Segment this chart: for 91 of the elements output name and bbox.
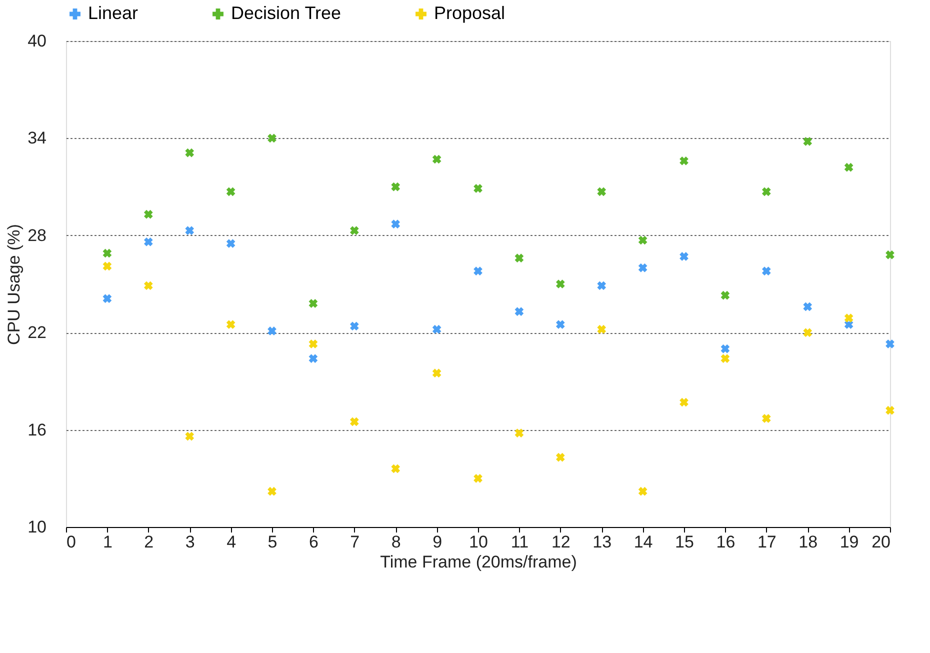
x-tick-label: 10: [469, 532, 488, 552]
y-tick-label: 22: [28, 323, 46, 342]
y-tick-label: 40: [28, 32, 46, 50]
point: [886, 406, 894, 415]
point: [720, 344, 730, 354]
point: [514, 307, 524, 316]
x-tick-label: 0: [66, 532, 76, 552]
point: [844, 162, 854, 172]
point: [391, 464, 400, 474]
x-tick-label: 9: [432, 532, 442, 552]
y-tick-label: 16: [28, 420, 46, 440]
point: [432, 154, 442, 164]
x-tick-label: 11: [510, 532, 529, 552]
point: [185, 148, 194, 158]
point: [680, 252, 688, 261]
point: [102, 248, 112, 258]
point: [720, 290, 730, 300]
x-tick-label: 19: [840, 532, 859, 552]
point: [556, 452, 565, 462]
x-tick-label: 16: [716, 532, 736, 552]
point: [762, 187, 771, 196]
point: [432, 324, 442, 334]
point: [474, 474, 482, 483]
point: [308, 299, 318, 308]
point: [226, 320, 236, 329]
x-tick-label: 18: [798, 532, 818, 552]
point: [102, 262, 112, 271]
x-tick-label: 15: [675, 532, 694, 552]
x-axis-title: Time Frame (20ms/frame): [380, 552, 577, 572]
point: [803, 137, 812, 146]
x-tick-label: 2: [144, 532, 154, 552]
x-tick-label: 7: [350, 532, 360, 552]
point: [638, 263, 648, 272]
point: [432, 368, 442, 378]
point: [638, 236, 648, 245]
x-tick-label: 12: [551, 532, 570, 552]
point: [597, 187, 606, 196]
point: [391, 220, 400, 228]
point: [803, 328, 812, 338]
legend-label: Decision Tree: [231, 3, 342, 23]
point: [268, 326, 276, 336]
y-tick-label: 34: [28, 128, 46, 148]
point: [102, 294, 112, 304]
x-tick-label: 13: [592, 532, 612, 552]
y-axis-title: CPU Usage (%): [4, 224, 24, 345]
point: [597, 281, 606, 290]
y-tick-label: 28: [28, 226, 46, 245]
y-tick-label: 10: [28, 518, 46, 536]
point: [308, 354, 318, 363]
point: [185, 226, 194, 235]
point: [762, 414, 771, 423]
x-tick-label: 20: [872, 532, 890, 552]
point: [268, 486, 276, 496]
point: [226, 187, 236, 196]
point: [185, 432, 194, 441]
point: [886, 250, 894, 260]
point: [680, 398, 688, 407]
point: [144, 281, 153, 290]
point: [268, 134, 276, 143]
x-tick-label: 4: [226, 532, 236, 552]
legend-label: Linear: [88, 3, 138, 23]
point: [350, 322, 359, 331]
point: [597, 324, 606, 334]
x-tick-label: 6: [308, 532, 318, 552]
point: [556, 320, 565, 329]
point: [144, 210, 153, 219]
point: [350, 417, 359, 426]
point: [350, 226, 359, 235]
point: [886, 340, 894, 348]
point: [144, 237, 153, 246]
point: [803, 302, 812, 312]
point: [762, 266, 771, 276]
point: [680, 156, 688, 166]
point: [226, 239, 236, 248]
point: [391, 182, 400, 192]
point: [720, 354, 730, 363]
point: [474, 184, 482, 193]
point: [638, 486, 648, 496]
legend-label: Proposal: [434, 3, 506, 23]
x-tick-label: 5: [268, 532, 278, 552]
point: [556, 280, 565, 288]
x-tick-label: 17: [757, 532, 776, 552]
x-tick-label: 3: [185, 532, 195, 552]
point: [844, 314, 854, 322]
x-tick-label: 1: [102, 532, 112, 552]
x-tick-label: 14: [634, 532, 653, 552]
point: [474, 266, 482, 276]
point: [514, 428, 524, 438]
point: [514, 254, 524, 263]
point: [308, 340, 318, 348]
x-tick-label: 8: [391, 532, 401, 552]
